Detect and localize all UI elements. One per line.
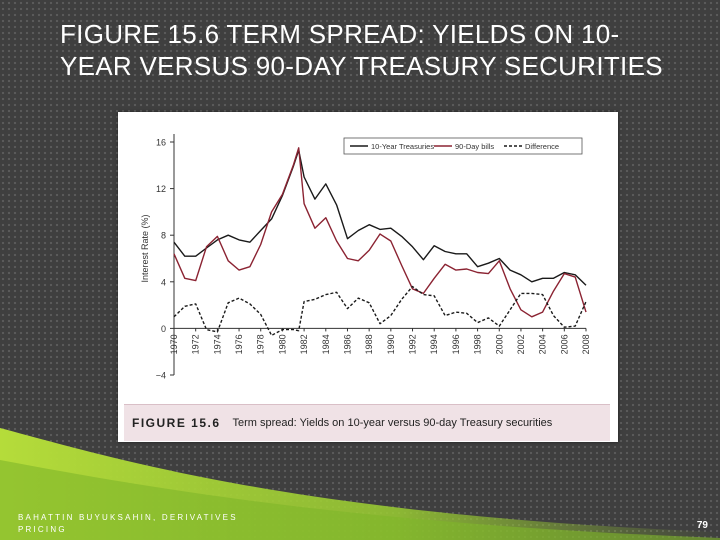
term-spread-chart: 16 12 8 4 0 −4 Interest Rate (%) 1970 1972 1974 19… xyxy=(140,134,591,381)
x-tick-label: 1994 xyxy=(429,334,439,354)
footer-author: BAHATTIN BUYUKSAHIN, DERIVATIVES PRICING xyxy=(18,513,238,534)
x-tick-label: 1982 xyxy=(299,334,309,354)
x-tick-label: 1980 xyxy=(277,334,287,354)
legend-label: Difference xyxy=(525,142,559,151)
slide-title: FIGURE 15.6 TERM SPREAD: YIELDS ON 10-YE… xyxy=(60,19,663,81)
x-tick-label: 2004 xyxy=(538,334,548,354)
y-tick-label: 8 xyxy=(161,231,166,241)
caption-text: Term spread: Yields on 10-year versus 90… xyxy=(232,417,553,429)
x-tick-label: 2002 xyxy=(516,334,526,354)
legend-box xyxy=(343,137,583,155)
green-swoosh-decoration xyxy=(0,428,720,540)
x-tick-label: 1988 xyxy=(364,334,374,354)
figure-caption: FIGURE 15.6 Term spread: Yields on 10-ye… xyxy=(124,404,610,441)
x-tick-label: 1986 xyxy=(342,334,352,354)
legend-label: 10-Year Treasuries xyxy=(371,142,434,151)
x-tick-label: 2000 xyxy=(494,334,504,354)
x-tick-label: 1978 xyxy=(256,334,266,354)
x-tick-label: 2006 xyxy=(559,334,569,354)
series-line-10-year-treasuries xyxy=(173,149,587,286)
y-axis-label: Interest Rate (%) xyxy=(140,214,150,282)
y-tick-label: 16 xyxy=(156,138,166,148)
figure-card: 16 12 8 4 0 −4 Interest Rate (%) 1970 1972 1974 19… xyxy=(118,112,618,442)
x-tick-label: 1974 xyxy=(212,334,222,354)
x-tick-label: 1996 xyxy=(451,334,461,354)
x-tick-label: 1972 xyxy=(191,334,201,354)
y-tick-label: 4 xyxy=(161,277,166,287)
x-tick-label: 1984 xyxy=(321,334,331,354)
x-tick-label: 1992 xyxy=(408,334,418,354)
caption-label: FIGURE 15.6 xyxy=(132,416,221,430)
x-tick-label: 1970 xyxy=(169,334,179,354)
y-tick-label: 12 xyxy=(156,184,166,194)
x-tick-label: 1976 xyxy=(234,334,244,354)
x-tick-label: 2008 xyxy=(581,334,591,354)
slide-number: 79 xyxy=(696,520,708,531)
x-tick-label: 1990 xyxy=(386,334,396,354)
legend-label: 90-Day bills xyxy=(455,142,494,151)
y-tick-label: −4 xyxy=(156,371,166,381)
series-line-90-day-bills xyxy=(173,147,587,318)
y-tick-label: 0 xyxy=(161,324,166,334)
x-tick-label: 1998 xyxy=(473,334,483,354)
